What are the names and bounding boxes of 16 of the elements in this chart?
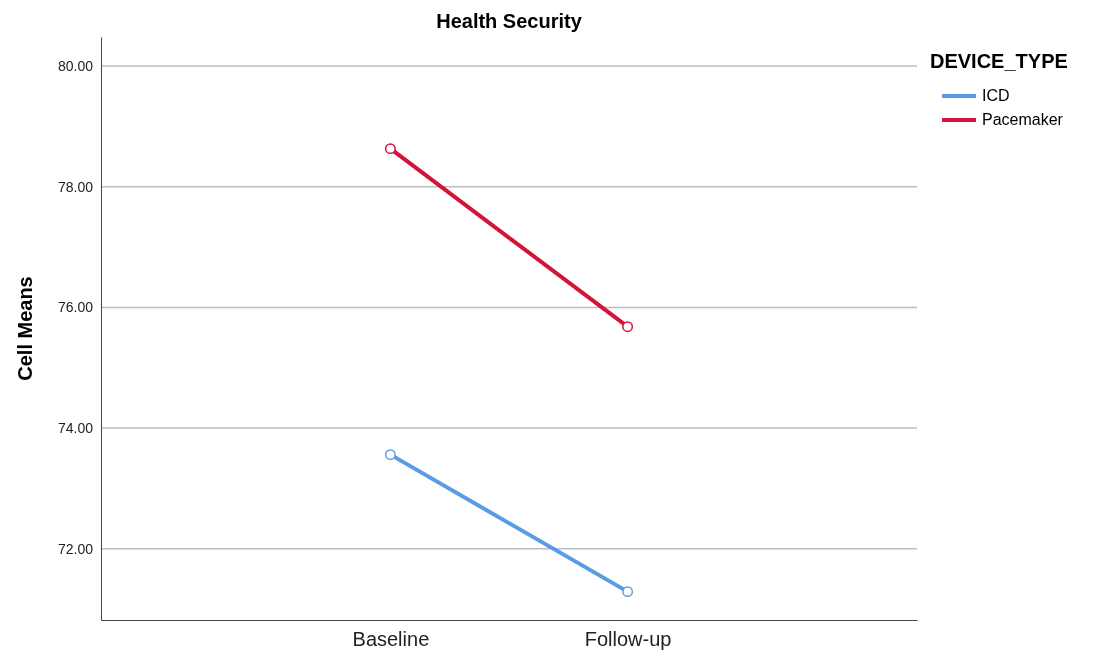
chart-title: Health Security: [436, 10, 583, 32]
x-tick-label: Baseline: [352, 628, 430, 651]
y-tick-label: 78.00: [57, 178, 94, 195]
point: [384, 143, 396, 155]
y-tick-label: 74.00: [57, 420, 94, 437]
legend-title: DEVICE_TYPE: [930, 50, 1068, 72]
x-tick-label: Follow-up: [584, 628, 672, 651]
point: [384, 449, 396, 461]
point: [622, 321, 634, 333]
y-tick-label: 76.00: [57, 299, 94, 316]
y-axis-title: Cell Means: [14, 276, 36, 381]
point: [622, 586, 634, 598]
legend-label: Pacemaker: [982, 111, 1064, 128]
y-tick-label: 72.00: [57, 540, 94, 557]
legend-label: ICD: [982, 87, 1010, 104]
y-tick-label: 80.00: [57, 57, 94, 74]
